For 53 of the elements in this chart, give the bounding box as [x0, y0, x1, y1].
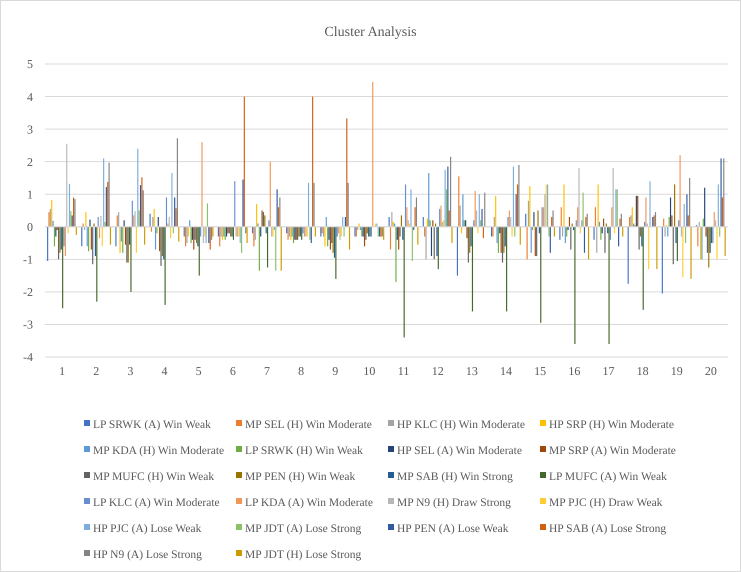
x-tick-label: 15: [534, 364, 546, 378]
y-tick-label: 0: [27, 220, 33, 234]
y-tick-label: 4: [27, 90, 33, 104]
x-tick-label: 1: [59, 364, 66, 378]
y-tick-label: -4: [23, 350, 33, 364]
legend-label: HP N9 (A) Lose Strong: [93, 549, 202, 562]
legend-label: MP SAB (H) Win Strong: [397, 471, 514, 484]
x-tick-label: 18: [636, 364, 649, 378]
x-tick-label: 2: [93, 364, 100, 378]
x-tick-label: 5: [196, 364, 202, 378]
y-tick-label: 1: [27, 187, 33, 202]
legend-label: MP KDA (H) Win Moderate: [93, 445, 224, 458]
y-tick-label: -1: [23, 252, 33, 267]
legend-label: HP SRP (H) Win Moderate: [549, 419, 674, 432]
legend-label: LP SRWK (A) Win Weak: [93, 419, 212, 432]
legend-label: LP MUFC (A) Win Weak: [549, 471, 668, 484]
x-tick-label: 13: [466, 364, 478, 378]
y-tick-label: 2: [27, 154, 33, 169]
x-tick-label: 3: [127, 364, 134, 378]
legend-label: LP SRWK (H) Win Weak: [245, 445, 364, 458]
x-tick-label: 19: [670, 364, 683, 378]
x-tick-label: 16: [568, 364, 580, 378]
y-tick-label: 5: [27, 57, 33, 72]
legend-label: MP MUFC (H) Win Weak: [93, 471, 214, 484]
x-tick-label: 17: [602, 364, 614, 378]
x-tick-label: 12: [432, 364, 444, 378]
legend-label: HP KLC (H) Win Moderate: [397, 419, 525, 432]
legend-label: MP SEL (H) Win Moderate: [245, 419, 372, 432]
legend-label: HP SEL (A) Win Moderate: [397, 445, 522, 458]
x-tick-label: 14: [500, 364, 512, 378]
legend-label: MP PJC (H) Draw Weak: [549, 497, 663, 510]
x-tick-label: 6: [230, 364, 236, 378]
legend-label: MP N9 (H) Draw Strong: [397, 497, 512, 510]
y-tick-label: -2: [23, 285, 33, 300]
x-tick-label: 7: [264, 364, 270, 378]
legend-label: HP PJC (A) Lose Weak: [93, 523, 202, 536]
legend-label: MP SRP (A) Win Moderate: [549, 445, 676, 458]
legend-label: LP KDA (A) Win Moderate: [245, 497, 373, 510]
y-tick-label: -3: [23, 318, 33, 332]
legend-label: HP PEN (A) Lose Weak: [397, 523, 509, 536]
y-tick-label: 3: [27, 122, 33, 136]
legend-label: MP PEN (H) Win Weak: [245, 471, 356, 484]
legend-label: MP JDT (H) Lose Strong: [245, 549, 362, 562]
x-tick-label: 4: [162, 364, 168, 378]
x-tick-label: 10: [363, 364, 376, 378]
x-tick-label: 8: [298, 364, 304, 378]
legend-label: LP KLC (A) Win Moderate: [93, 497, 220, 510]
legend-label: HP SAB (A) Lose Strong: [549, 523, 666, 536]
x-tick-label: 20: [704, 364, 717, 378]
legend-label: MP JDT (A) Lose Strong: [245, 523, 362, 536]
x-tick-label: 9: [332, 364, 338, 378]
x-tick-label: 11: [398, 364, 410, 378]
chart-title: Cluster Analysis: [324, 25, 417, 40]
